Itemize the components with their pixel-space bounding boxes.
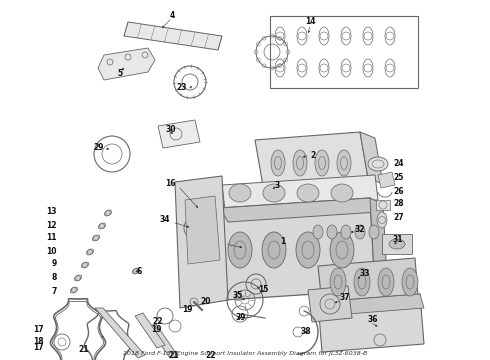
Text: 14: 14 bbox=[305, 18, 315, 27]
Text: 33: 33 bbox=[360, 270, 370, 279]
Polygon shape bbox=[255, 132, 368, 186]
Text: 5: 5 bbox=[118, 69, 122, 78]
Text: 2: 2 bbox=[310, 150, 315, 159]
Text: 23: 23 bbox=[176, 84, 187, 93]
Text: 10: 10 bbox=[47, 247, 57, 256]
Text: 19: 19 bbox=[151, 325, 162, 334]
Text: 37: 37 bbox=[340, 293, 351, 302]
Text: 17: 17 bbox=[33, 325, 44, 334]
Ellipse shape bbox=[86, 249, 94, 255]
Text: 12: 12 bbox=[47, 220, 57, 230]
Polygon shape bbox=[308, 286, 352, 322]
Text: 28: 28 bbox=[393, 199, 404, 208]
Text: 13: 13 bbox=[47, 207, 57, 216]
Ellipse shape bbox=[296, 232, 320, 268]
Bar bbox=[376, 200, 390, 210]
Ellipse shape bbox=[293, 150, 307, 176]
Ellipse shape bbox=[74, 275, 82, 281]
Text: 32: 32 bbox=[355, 225, 366, 234]
Ellipse shape bbox=[389, 239, 405, 249]
Ellipse shape bbox=[369, 225, 379, 239]
Polygon shape bbox=[124, 22, 222, 50]
Polygon shape bbox=[318, 294, 424, 316]
Text: 24: 24 bbox=[393, 158, 403, 167]
Text: 19: 19 bbox=[182, 306, 193, 315]
Polygon shape bbox=[158, 120, 200, 148]
Polygon shape bbox=[220, 198, 378, 222]
Polygon shape bbox=[378, 172, 395, 188]
Text: 1: 1 bbox=[280, 238, 285, 247]
Text: 31: 31 bbox=[393, 235, 403, 244]
Ellipse shape bbox=[104, 210, 112, 216]
Ellipse shape bbox=[313, 225, 323, 239]
Ellipse shape bbox=[378, 268, 394, 296]
Ellipse shape bbox=[330, 268, 346, 296]
Ellipse shape bbox=[228, 232, 252, 268]
Ellipse shape bbox=[331, 184, 353, 202]
Text: 39: 39 bbox=[236, 314, 246, 323]
Ellipse shape bbox=[229, 184, 251, 202]
Text: 17: 17 bbox=[33, 343, 44, 352]
Polygon shape bbox=[135, 313, 165, 348]
Text: 8: 8 bbox=[51, 274, 57, 283]
Polygon shape bbox=[148, 324, 178, 358]
Ellipse shape bbox=[297, 184, 319, 202]
Ellipse shape bbox=[327, 225, 337, 239]
Ellipse shape bbox=[71, 287, 78, 293]
Text: 6: 6 bbox=[136, 266, 141, 275]
Bar bbox=[270, 16, 418, 88]
Polygon shape bbox=[185, 196, 220, 264]
Text: 22: 22 bbox=[205, 351, 216, 360]
Ellipse shape bbox=[315, 150, 329, 176]
Ellipse shape bbox=[377, 212, 387, 228]
Text: 36: 36 bbox=[368, 315, 378, 324]
Ellipse shape bbox=[262, 232, 286, 268]
Text: 29: 29 bbox=[94, 144, 104, 153]
Text: 21: 21 bbox=[78, 346, 89, 355]
Text: 7: 7 bbox=[51, 287, 57, 296]
Ellipse shape bbox=[337, 150, 351, 176]
Ellipse shape bbox=[330, 232, 354, 268]
Text: 20: 20 bbox=[200, 297, 211, 306]
Ellipse shape bbox=[402, 268, 418, 296]
Polygon shape bbox=[98, 48, 155, 80]
Text: 11: 11 bbox=[47, 234, 57, 243]
Ellipse shape bbox=[341, 225, 351, 239]
Polygon shape bbox=[222, 175, 378, 210]
Text: 21: 21 bbox=[168, 351, 178, 360]
Text: 15: 15 bbox=[258, 285, 269, 294]
Text: 25: 25 bbox=[393, 174, 403, 183]
Bar bbox=[382, 234, 412, 254]
Ellipse shape bbox=[368, 157, 388, 171]
Text: 16: 16 bbox=[166, 180, 176, 189]
Polygon shape bbox=[318, 294, 424, 352]
Text: 30: 30 bbox=[166, 126, 176, 135]
Text: 27: 27 bbox=[393, 213, 404, 222]
Ellipse shape bbox=[355, 225, 365, 239]
Text: 26: 26 bbox=[393, 186, 403, 195]
Ellipse shape bbox=[81, 262, 89, 268]
Polygon shape bbox=[220, 198, 375, 300]
Polygon shape bbox=[95, 308, 145, 358]
Text: 3: 3 bbox=[275, 180, 280, 189]
Text: 35: 35 bbox=[233, 292, 243, 301]
Polygon shape bbox=[360, 132, 383, 184]
Polygon shape bbox=[175, 176, 228, 308]
Text: 22: 22 bbox=[152, 318, 163, 327]
Ellipse shape bbox=[92, 235, 99, 241]
Text: 38: 38 bbox=[301, 328, 311, 337]
Text: 4: 4 bbox=[170, 12, 174, 21]
Text: 2018 Ford F-150 Engine Support Insulator Assembly Diagram for JL3Z-6038-B: 2018 Ford F-150 Engine Support Insulator… bbox=[123, 351, 367, 356]
Ellipse shape bbox=[271, 150, 285, 176]
Polygon shape bbox=[370, 198, 388, 296]
Text: 34: 34 bbox=[160, 216, 170, 225]
Ellipse shape bbox=[132, 268, 140, 274]
Ellipse shape bbox=[263, 184, 285, 202]
Ellipse shape bbox=[354, 268, 370, 296]
Text: 9: 9 bbox=[52, 260, 57, 269]
Polygon shape bbox=[318, 258, 418, 304]
Ellipse shape bbox=[98, 223, 106, 229]
Text: 18: 18 bbox=[33, 338, 44, 346]
